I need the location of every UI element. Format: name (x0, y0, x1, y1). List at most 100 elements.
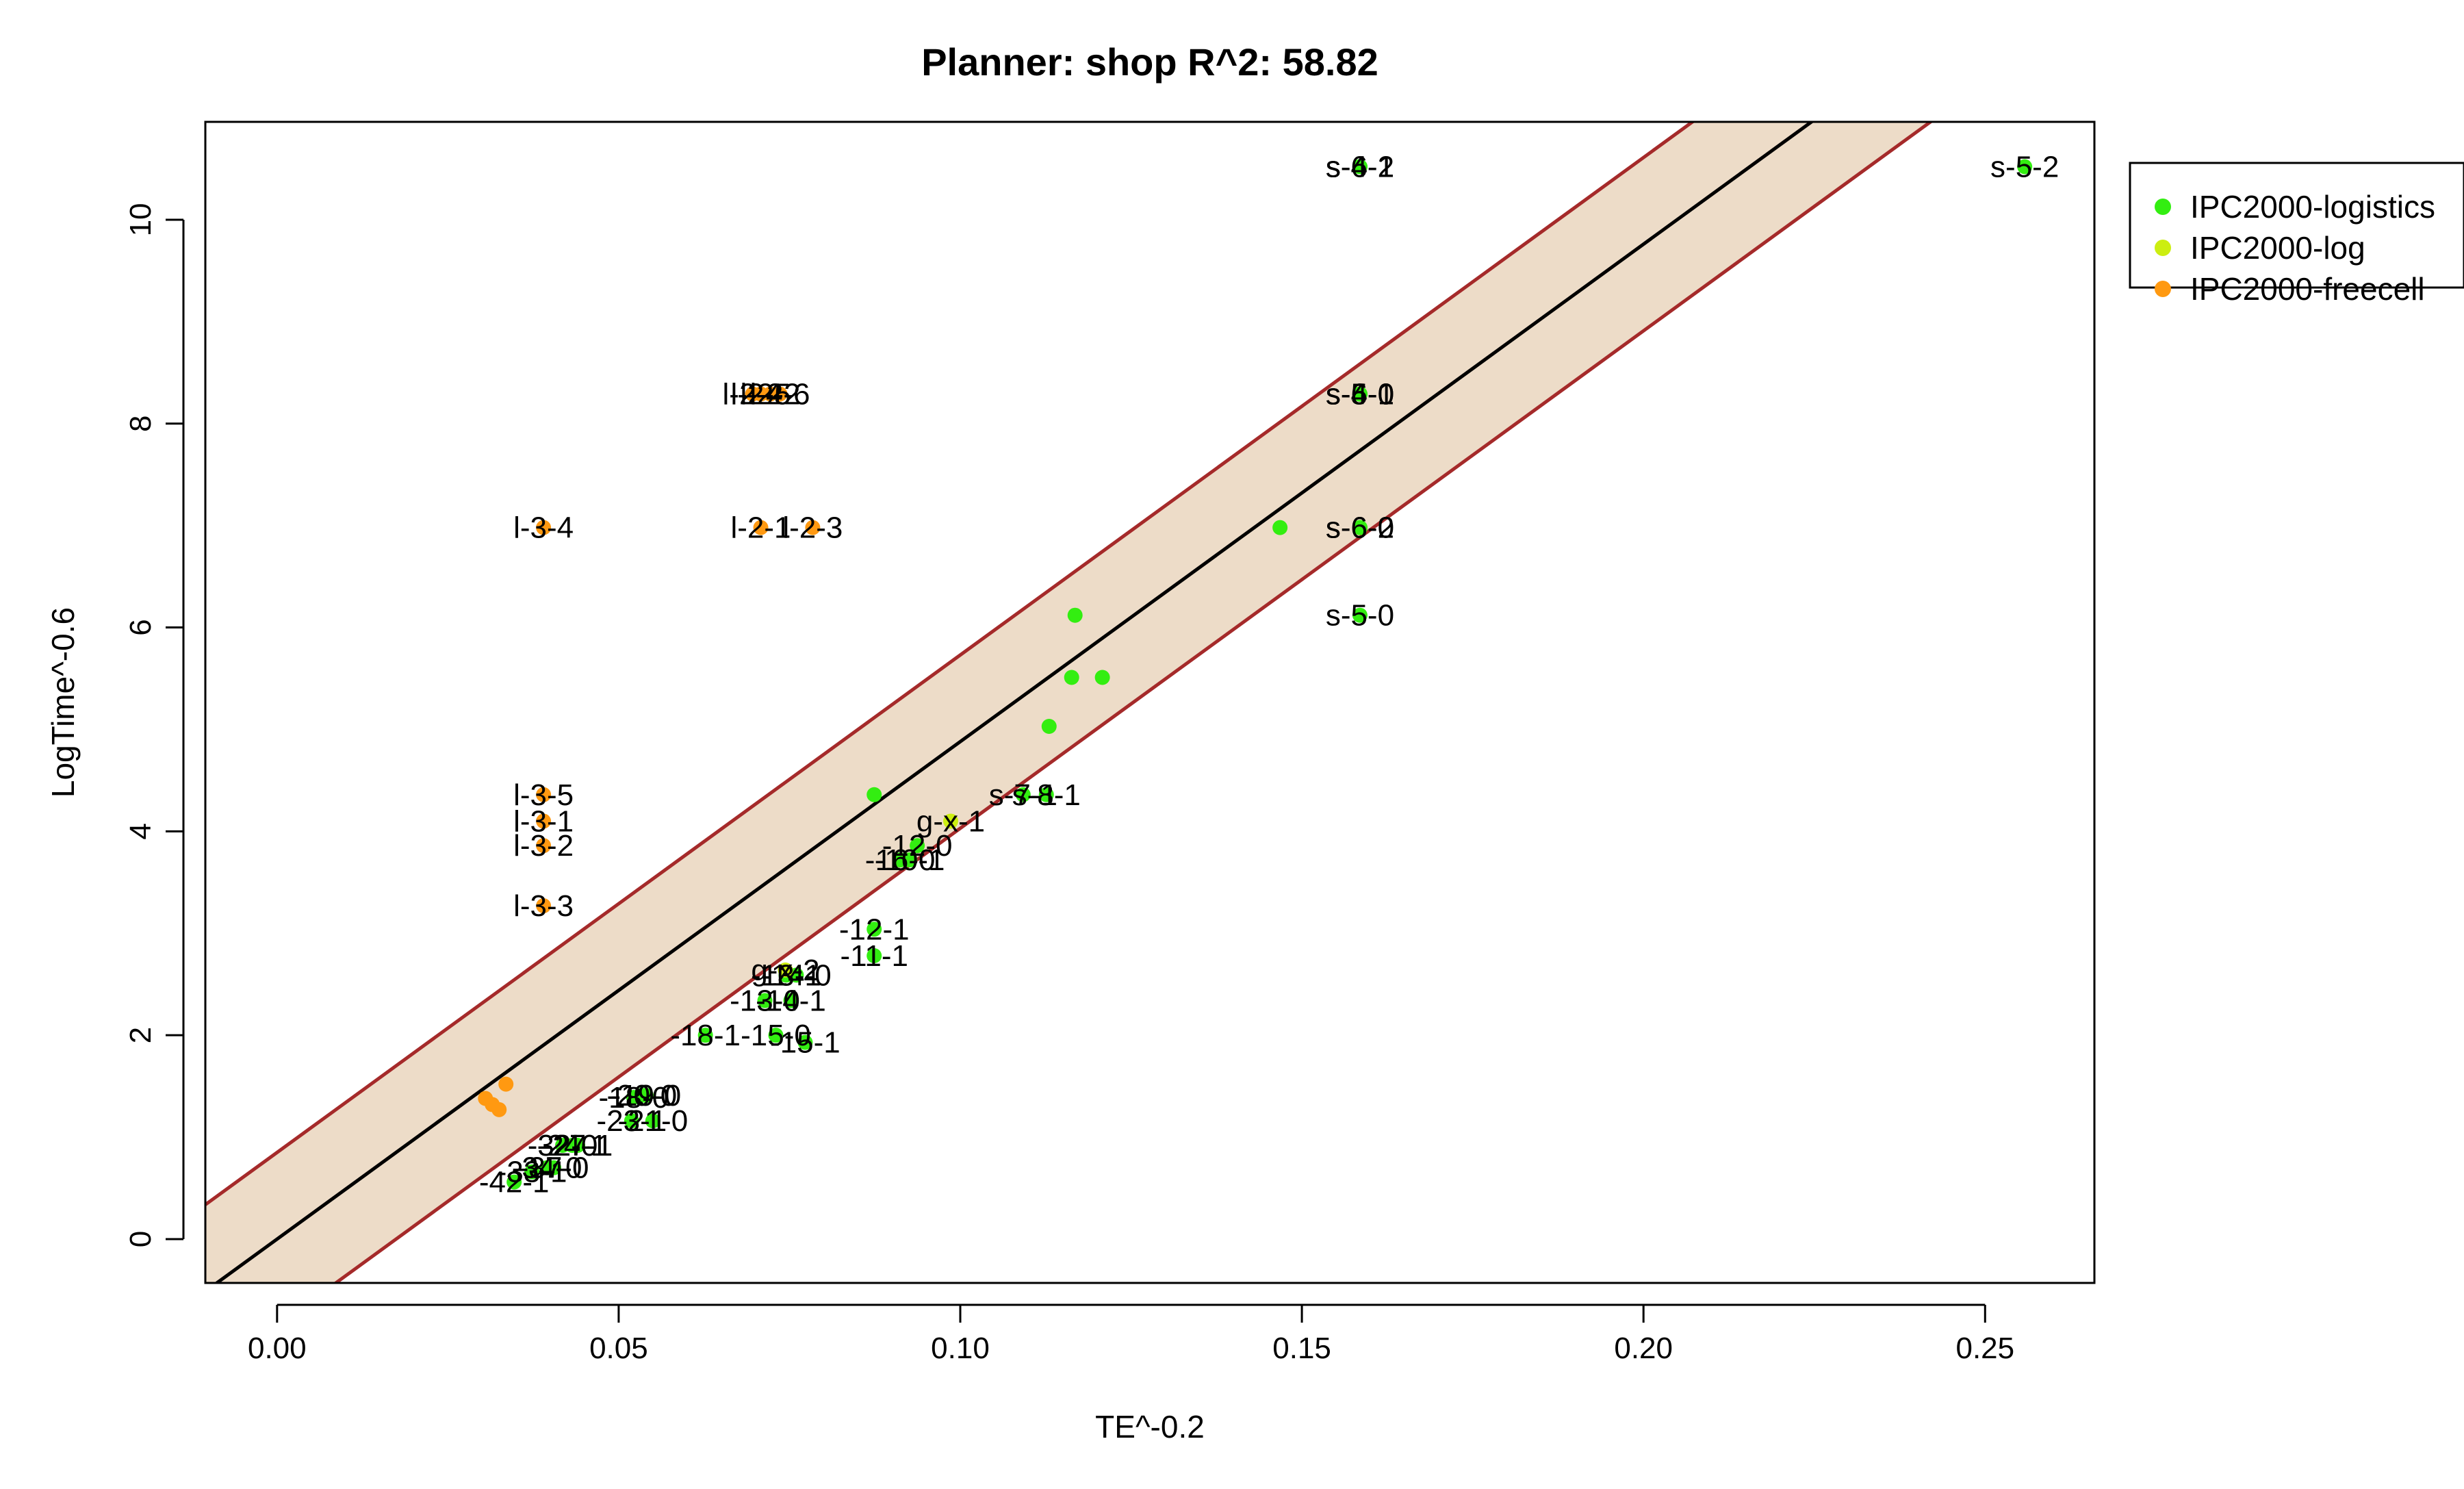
point-label: s-4-0 (1326, 378, 1394, 411)
point-label: l-2-5 (731, 378, 791, 411)
point-label: s-5-0 (1326, 599, 1394, 633)
point-label: g-x-2 (751, 954, 819, 987)
data-point (624, 1113, 639, 1129)
point-label: s-5-2 (1990, 151, 2059, 184)
data-point (768, 1028, 784, 1043)
data-point (1041, 718, 1057, 734)
point-label: s-8-1 (1012, 778, 1081, 812)
legend-marker (2155, 240, 2171, 256)
legend-marker (2155, 199, 2171, 215)
point-label: -37-0 (519, 1151, 589, 1185)
data-point (536, 898, 552, 914)
point-label: -12-0 (882, 829, 953, 863)
data-point (753, 520, 769, 535)
point-label: s-6-1 (1326, 151, 1394, 184)
data-point (867, 787, 882, 802)
data-point (536, 520, 552, 535)
point-label: s-6-0 (1326, 511, 1394, 545)
point-label: l-2-3 (782, 511, 843, 545)
legend-entry: IPC2000-freecell (2190, 271, 2425, 307)
point-label: s-4-2 (1326, 151, 1394, 184)
point-label: -13-1 (751, 958, 821, 992)
y-tick-label: 8 (124, 416, 157, 432)
point-label: -32-0 (528, 1129, 598, 1162)
point-label: -27-1 (543, 1129, 613, 1162)
data-point (805, 520, 821, 535)
x-axis-title: TE^-0.2 (1095, 1409, 1205, 1445)
data-point (1352, 607, 1368, 623)
data-point (645, 1113, 660, 1129)
point-label: -18-0 (599, 1081, 669, 1115)
point-label: s-6-2 (1326, 511, 1394, 545)
point-label: -15-0 (741, 1019, 811, 1052)
band-lower-line (333, 122, 1934, 1283)
point-label: -34-0 (512, 1151, 582, 1185)
point-label: s-7-1 (989, 778, 1057, 812)
point-label: -12-1 (839, 913, 910, 946)
data-point (491, 1102, 507, 1117)
data-point (1352, 386, 1368, 402)
point-label: g-x-1 (916, 804, 985, 838)
point-label: l-2-4 (723, 378, 783, 411)
point-label: s-6-0 (1326, 378, 1394, 411)
data-point (1067, 607, 1083, 623)
data-point (1352, 159, 1368, 175)
point-label: -14-0 (761, 958, 832, 992)
y-tick-label: 10 (124, 203, 157, 236)
point-label: -42-1 (479, 1166, 550, 1199)
y-axis: 0 2 4 6 8 10 (124, 203, 185, 1247)
data-point (867, 948, 882, 964)
point-label: -23-1 (597, 1104, 667, 1138)
data-point (1038, 787, 1054, 802)
data-point (536, 813, 552, 829)
point-label: -10-1 (875, 843, 945, 877)
x-tick-label: 0.15 (1272, 1332, 1331, 1365)
data-point (1272, 520, 1288, 535)
plot-frame (204, 120, 2096, 1284)
legend-entry: IPC2000-logistics (2190, 189, 2435, 225)
x-tick-label: 0.10 (931, 1332, 990, 1365)
data-point (1352, 520, 1368, 535)
data-point (772, 386, 788, 402)
data-point (536, 787, 552, 802)
point-label: l-3-5 (513, 778, 574, 812)
point-label: -19-0 (611, 1079, 681, 1112)
data-point (1094, 670, 1110, 685)
data-point (783, 993, 799, 1008)
data-point (757, 993, 773, 1008)
data-point (910, 838, 925, 854)
band-upper-line (205, 122, 1696, 1207)
plot-area: s-4-1s-6-1s-4-2 s-5-2s-4-0s-5-1s-6-0s-6-2… (205, 122, 2059, 1283)
x-tick-label: 0.05 (589, 1332, 648, 1365)
data-point (555, 1137, 571, 1153)
point-label: -11-1 (840, 939, 908, 973)
point-label: -18-1 (670, 1019, 741, 1052)
point-label: -15-1 (770, 1026, 840, 1060)
chart-title: Planner: shop R^2: 58.82 (921, 40, 1378, 84)
legend-entry: IPC2000-log (2190, 230, 2365, 266)
points-layer (478, 159, 2033, 1190)
point-label: l-2-6 (749, 378, 810, 411)
data-point (797, 1034, 813, 1050)
y-tick-label: 2 (124, 1027, 157, 1043)
data-point (893, 852, 908, 868)
point-label: -14-1 (756, 984, 826, 1018)
legend-box (2129, 162, 2464, 289)
point-label: l-3-1 (513, 804, 574, 838)
data-point (697, 1028, 713, 1043)
y-tick-label: 6 (124, 619, 157, 635)
data-point (626, 1089, 641, 1105)
x-tick-label: 0.00 (248, 1332, 307, 1365)
data-point (536, 838, 552, 854)
prediction-band (205, 122, 1931, 1283)
y-axis-title: LogTime^-0.6 (45, 607, 81, 798)
point-label: l-3-2 (513, 829, 574, 863)
point-label: -13-0 (730, 984, 800, 1018)
point-label: l-2-2 (740, 378, 800, 411)
y-tick-label: 0 (124, 1231, 157, 1247)
point-label: -16-0 (865, 843, 936, 877)
data-point (1064, 670, 1079, 685)
point-label: l-2-1 (731, 511, 791, 545)
x-tick-label: 0.25 (1955, 1332, 2014, 1365)
legend-marker (2155, 281, 2171, 297)
